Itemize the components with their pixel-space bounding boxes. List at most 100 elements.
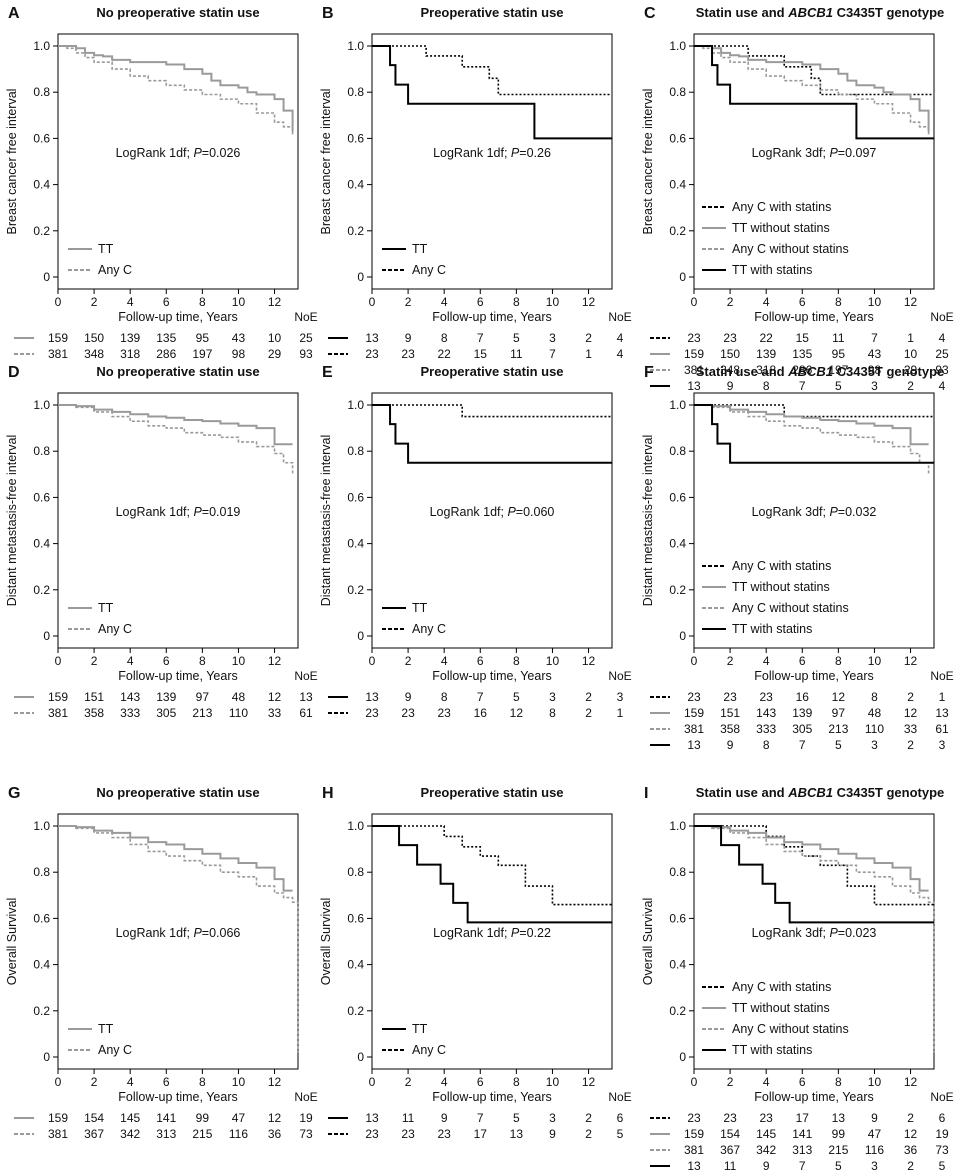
risk-count: 2 — [585, 331, 592, 345]
x-tick-label: 2 — [91, 654, 98, 668]
risk-count: 135 — [156, 331, 176, 345]
risk-noe: 4 — [939, 331, 946, 345]
legend-label: Any C without statins — [732, 242, 849, 256]
logrank-stat: LogRank 1df; P=0.026 — [116, 146, 241, 160]
risk-noe: 1 — [617, 706, 624, 720]
risk-count: 313 — [792, 1143, 812, 1157]
y-tick-label: 0.6 — [33, 131, 50, 145]
logrank-stat: LogRank 3df; P=0.097 — [752, 146, 877, 160]
risk-count: 151 — [84, 690, 104, 704]
stat-p: P — [829, 505, 838, 519]
panel-label: F — [644, 364, 654, 381]
risk-count: 99 — [832, 1127, 846, 1141]
x-tick-label: 12 — [904, 295, 918, 309]
risk-count: 47 — [868, 1127, 882, 1141]
risk-count: 381 — [48, 706, 68, 720]
panel-label: A — [8, 5, 20, 22]
title-part: Statin use and — [696, 785, 788, 800]
y-tick-label: 0.4 — [33, 958, 50, 972]
y-tick-label: 0.2 — [669, 1004, 686, 1018]
stat-prefix: LogRank 1df; — [433, 146, 511, 160]
y-tick-label: 0.8 — [669, 85, 686, 99]
title-part: Statin use and — [696, 364, 788, 379]
legend-label: TT without statins — [732, 221, 830, 235]
plot-frame — [57, 392, 299, 649]
risk-count: 141 — [792, 1127, 812, 1141]
y-tick-label: 0.8 — [669, 865, 686, 879]
y-tick-label: 0.8 — [33, 865, 50, 879]
y-tick-label: 0.4 — [347, 958, 364, 972]
risk-count: 99 — [196, 1111, 210, 1125]
risk-count: 7 — [871, 331, 878, 345]
x-tick-label: 12 — [582, 295, 596, 309]
panel-d: D No preoperative statin use 1.0 0.8 0.6 0.4 0… — [5, 364, 318, 720]
x-axis-label: Follow-up time, Years — [754, 669, 874, 683]
risk-count: 342 — [120, 1127, 140, 1141]
y-tick-label: 0 — [679, 1050, 686, 1064]
noe-header: NoE — [930, 1090, 953, 1104]
stat-prefix: LogRank 3df; — [752, 505, 830, 519]
y-tick-label: 0.2 — [347, 583, 364, 597]
x-tick-label: 8 — [199, 654, 206, 668]
risk-noe: 93 — [935, 363, 949, 377]
y-axis-label: Breast cancer free interval — [319, 89, 333, 235]
y-tick-label: 1.0 — [33, 39, 50, 53]
risk-count: 7 — [799, 379, 806, 393]
risk-count: 215 — [192, 1127, 212, 1141]
risk-count: 2 — [907, 1111, 914, 1125]
risk-count: 3 — [549, 1111, 556, 1125]
plot-frame — [693, 33, 935, 290]
risk-count: 286 — [156, 347, 176, 361]
title-part: Statin use and — [696, 5, 788, 20]
risk-noe: 6 — [939, 1111, 946, 1125]
risk-count: 9 — [405, 331, 412, 345]
y-axis-label: Distant metastasis-free interval — [5, 435, 19, 607]
risk-count: 213 — [192, 706, 212, 720]
curve-anyc-nostatin — [694, 404, 930, 475]
y-tick-label: 0 — [43, 629, 50, 643]
legend-label: TT — [98, 1022, 114, 1036]
risk-count: 7 — [799, 1159, 806, 1172]
risk-noe: 1 — [939, 690, 946, 704]
risk-count: 23 — [438, 706, 452, 720]
risk-count: 13 — [365, 690, 379, 704]
stat-value: =0.026 — [202, 146, 241, 160]
stat-prefix: LogRank 1df; — [430, 505, 508, 519]
risk-count: 313 — [156, 1127, 176, 1141]
risk-count: 23 — [401, 347, 415, 361]
x-tick-label: 6 — [477, 1075, 484, 1089]
risk-count: 13 — [510, 1127, 524, 1141]
x-tick-label: 6 — [163, 654, 170, 668]
risk-count: 116 — [229, 1127, 248, 1141]
risk-count: 36 — [268, 1127, 282, 1141]
curve-anyc-nostatin — [694, 45, 930, 137]
risk-count: 8 — [441, 331, 448, 345]
x-tick-label: 10 — [232, 295, 246, 309]
x-tick-label: 12 — [582, 654, 596, 668]
y-tick-label: 0.6 — [669, 131, 686, 145]
risk-count: 11 — [724, 1159, 737, 1172]
risk-count: 13 — [687, 1159, 701, 1172]
y-tick-label: 0.4 — [347, 178, 364, 192]
legend-label: TT with statins — [732, 1043, 812, 1057]
risk-count: 116 — [865, 1143, 884, 1157]
risk-count: 2 — [585, 1111, 592, 1125]
risk-count: 318 — [756, 363, 776, 377]
x-tick-label: 12 — [904, 1075, 918, 1089]
y-tick-label: 1.0 — [33, 398, 50, 412]
risk-count: 197 — [828, 363, 848, 377]
y-tick-label: 0 — [679, 270, 686, 284]
x-tick-label: 4 — [441, 295, 448, 309]
risk-count: 22 — [438, 347, 452, 361]
stat-prefix: LogRank 1df; — [116, 146, 194, 160]
y-axis-label: Overall Survival — [5, 898, 19, 986]
x-tick-label: 12 — [268, 295, 282, 309]
y-tick-label: 1.0 — [669, 819, 686, 833]
risk-count: 16 — [474, 706, 488, 720]
panel-label: I — [644, 785, 648, 802]
risk-count: 7 — [477, 1111, 484, 1125]
stat-p: P — [193, 146, 202, 160]
panel-g: G No preoperative statin use 1.0 0.8 0.6 0.4 0… — [5, 785, 318, 1141]
curve-anyc-statin — [372, 825, 612, 906]
